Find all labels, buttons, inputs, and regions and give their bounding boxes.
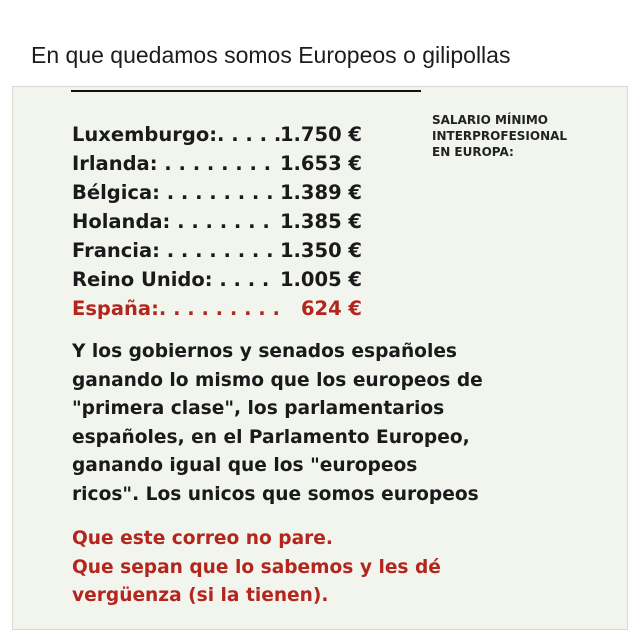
caption-line: INTERPROFESIONAL (432, 129, 568, 143)
paragraph-line: "primera clase", los parlamentarios (72, 398, 445, 420)
salary-row: Francia: . . . . . . . . 1.350 € (72, 239, 362, 267)
paragraph: Y los gobiernos y senados españoles ganan… (72, 341, 483, 513)
country: España:. . . . . . . . . (72, 297, 280, 320)
country: Reino Unido: . . . . (72, 268, 270, 291)
post-image: SALARIO MÍNIMO INTERPROFESIONAL EN EUROP… (12, 86, 628, 630)
country: Irlanda: . . . . . . . . (72, 152, 272, 175)
country: Luxemburgo:. . . . . (72, 123, 282, 146)
salary: 1.750 € (279, 123, 362, 146)
salary: 624 € (300, 297, 362, 320)
salary: 1.389 € (279, 181, 362, 204)
country: Francia: . . . . . . . . (72, 239, 274, 262)
salary-row: Bélgica: . . . . . . . . 1.389 € (72, 181, 362, 209)
paragraph-line: ricos". Los unicos que somos europeos (72, 483, 479, 505)
salary: 1.005 € (279, 268, 362, 291)
paragraph-line: Y los gobiernos y senados españoles (72, 341, 458, 362)
salary: 1.350 € (279, 239, 362, 262)
paragraph-line: ganando lo mismo que los europeos de (72, 369, 483, 391)
salary-row: Reino Unido: . . . . 1.005 € (72, 268, 362, 296)
post-text: En que quedamos somos Europeos o gilipol… (31, 42, 511, 68)
paragraph-line: ganando igual que los "europeos (72, 455, 418, 477)
paragraph-line: españoles, en el Parlamento Europeo, (72, 426, 470, 448)
divider (71, 90, 421, 92)
salary-row: Holanda: . . . . . . . 1.385 € (72, 210, 362, 238)
caption-line: EN EUROPA: (432, 145, 514, 159)
salary: 1.653 € (279, 152, 362, 175)
salary-row: Luxemburgo:. . . . . 1.750 € (72, 123, 362, 151)
country: Bélgica: . . . . . . . . (72, 181, 274, 204)
closing-line: vergüenza (si la tienen). (72, 585, 329, 607)
closing-line: Que sepan que lo sabemos y les dé (72, 556, 441, 578)
caption: SALARIO MÍNIMO INTERPROFESIONAL EN EUROP… (432, 112, 567, 160)
closing-line: Que este correo no pare. (72, 528, 333, 549)
salary-row: España:. . . . . . . . . 624 € (72, 297, 362, 325)
closing: Que este correo no pare. Que sepan que lo… (72, 528, 441, 614)
salary-row: Irlanda: . . . . . . . . 1.653 € (72, 152, 362, 180)
salary: 1.385 € (279, 210, 362, 233)
country: Holanda: . . . . . . . (72, 210, 270, 233)
caption-line: SALARIO MÍNIMO (432, 113, 549, 127)
